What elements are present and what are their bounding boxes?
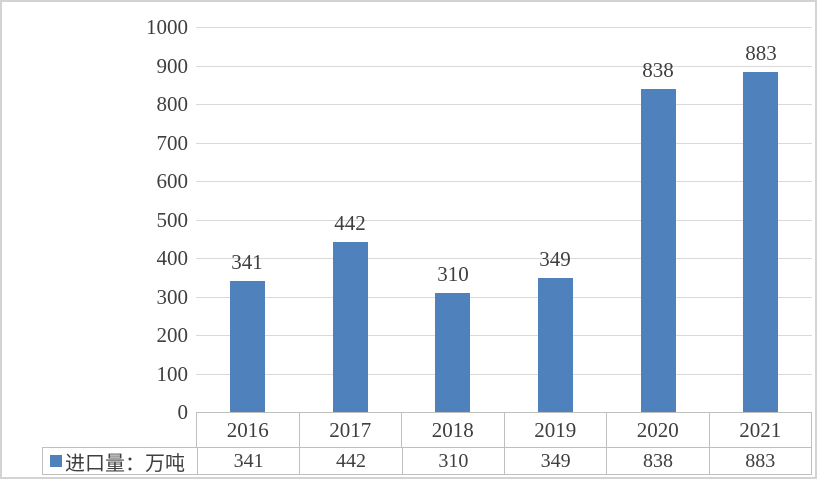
y-axis-tick-label: 400 [156, 246, 189, 270]
table-value-cell: 883 [708, 448, 811, 474]
gridline [196, 220, 812, 221]
y-axis-tick-label: 800 [156, 92, 189, 116]
legend-label: 进口量：万吨 [65, 452, 185, 475]
table-category-cell: 2021 [708, 413, 812, 447]
y-axis-tick-label: 700 [156, 131, 189, 155]
gridline [196, 297, 812, 298]
y-axis-tick-label: 200 [156, 323, 189, 347]
bar-2020 [641, 89, 676, 412]
table-value-cell: 349 [503, 448, 606, 474]
y-axis-tick-label: 500 [156, 208, 189, 232]
bar-2017 [333, 242, 368, 412]
y-axis-tick-label: 300 [156, 285, 189, 309]
y-axis-tick-label: 600 [156, 169, 189, 193]
table-value-cell: 838 [606, 448, 708, 474]
bar-2016 [230, 281, 265, 412]
table-category-cell: 2019 [503, 413, 607, 447]
data-table: 2016 2017 2018 2019 2020 2021 进口量：万吨 341 442 310… [42, 412, 812, 475]
bar-value-label: 341 [231, 250, 263, 274]
y-axis-tick-label: 1000 [146, 15, 188, 39]
y-axis: 0 100 200 300 400 500 600 700 800 900 1000 [2, 16, 189, 423]
bar-2019 [538, 278, 573, 412]
y-axis-tick-label: 100 [156, 362, 189, 386]
table-category-cell: 2020 [606, 413, 709, 447]
legend-marker-icon [50, 455, 62, 467]
table-value-cell: 341 [197, 448, 299, 474]
bar-value-label: 883 [745, 41, 777, 65]
gridline [196, 181, 812, 182]
y-axis-tick-label: 900 [156, 54, 189, 78]
gridline [196, 374, 812, 375]
table-value-cell: 442 [299, 448, 401, 474]
gridline [196, 104, 812, 105]
gridline [196, 66, 812, 67]
bar-value-label: 310 [437, 262, 469, 286]
bar-value-label: 838 [642, 58, 674, 82]
plot-area: 341 442 310 349 838 883 [196, 27, 812, 412]
gridline [196, 143, 812, 144]
gridline [196, 335, 812, 336]
bar-2021 [743, 72, 778, 412]
table-value-cell: 310 [401, 448, 504, 474]
bar-value-label: 442 [334, 211, 366, 235]
y-axis-tick-label: 0 [177, 400, 189, 424]
table-legend-cell: 进口量：万吨 [43, 448, 197, 475]
bar-2018 [435, 293, 470, 412]
table-value-row: 进口量：万吨 341 442 310 349 838 883 [42, 447, 812, 475]
bar-value-label: 349 [539, 247, 571, 271]
gridline [196, 27, 812, 28]
table-category-cell: 2016 [226, 417, 269, 442]
table-category-cell: 2017 [298, 413, 402, 447]
gridline [196, 258, 812, 259]
table-category-row: 2016 2017 2018 2019 2020 2021 [196, 412, 812, 447]
table-category-cell: 2018 [401, 413, 504, 447]
